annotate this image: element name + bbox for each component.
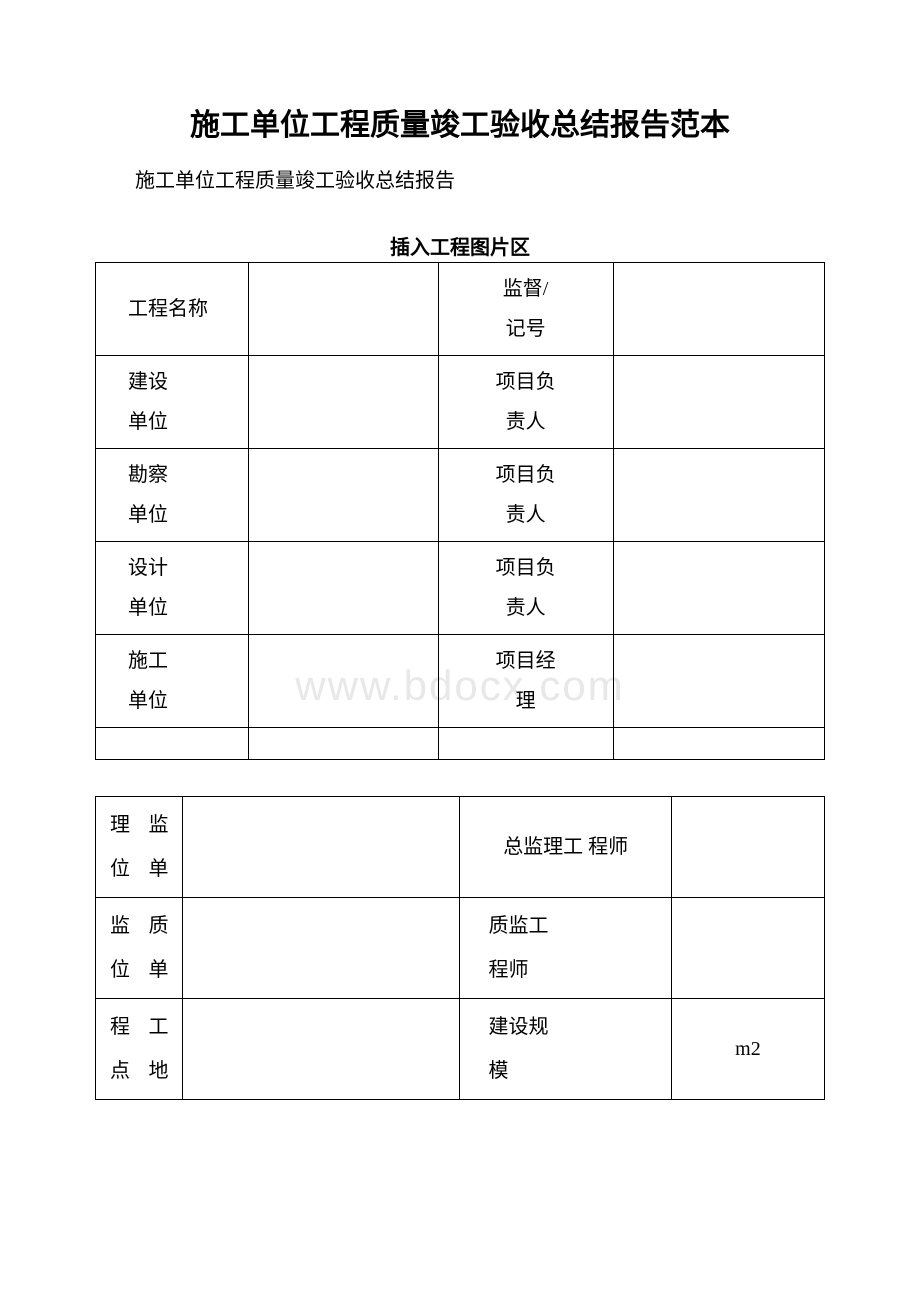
value-cell xyxy=(613,635,824,728)
cell-text: 位 xyxy=(110,847,130,891)
label-cell: 勘察单位 xyxy=(96,449,249,542)
label-cell: 程 工 点 地 xyxy=(96,999,183,1100)
label-cell: 项目负责人 xyxy=(438,356,613,449)
cell-text: 单 xyxy=(148,948,168,992)
label-cell: 监 质 位 单 xyxy=(96,898,183,999)
cell-text: 程 xyxy=(110,1005,130,1049)
empty-cell xyxy=(249,728,439,760)
value-cell xyxy=(249,542,439,635)
table-row: 理 监 位 单 总监理工 程师 xyxy=(96,797,825,898)
label-cell: 质监工程师 xyxy=(460,898,671,999)
empty-cell xyxy=(96,728,249,760)
label-cell: 理 监 位 单 xyxy=(96,797,183,898)
label-cell: 总监理工 程师 xyxy=(460,797,671,898)
label-cell: 施工单位 xyxy=(96,635,249,728)
value-cell xyxy=(183,898,460,999)
table-row: 工程名称 监督/记号 xyxy=(96,263,825,356)
empty-cell xyxy=(438,728,613,760)
cell-text: 点 xyxy=(110,1049,130,1093)
table-row: 勘察单位 项目负责人 xyxy=(96,449,825,542)
value-cell xyxy=(249,356,439,449)
cell-text: 工 xyxy=(148,1005,168,1049)
table-row: 施工单位 项目经理 xyxy=(96,635,825,728)
cell-text: 监 xyxy=(148,803,168,847)
value-cell xyxy=(249,449,439,542)
document-title: 施工单位工程质量竣工验收总结报告范本 xyxy=(95,100,825,144)
value-cell xyxy=(613,263,824,356)
value-cell xyxy=(249,263,439,356)
cell-text: 监 xyxy=(110,904,130,948)
value-cell xyxy=(613,449,824,542)
cell-text: 质 xyxy=(148,904,168,948)
table-row-empty xyxy=(96,728,825,760)
value-cell: m2 xyxy=(671,999,824,1100)
value-cell xyxy=(183,797,460,898)
value-cell xyxy=(183,999,460,1100)
value-cell xyxy=(671,797,824,898)
value-cell xyxy=(613,356,824,449)
value-cell xyxy=(671,898,824,999)
cell-text: 理 xyxy=(110,803,130,847)
label-cell: 设计单位 xyxy=(96,542,249,635)
empty-cell xyxy=(613,728,824,760)
document-subtitle: 施工单位工程质量竣工验收总结报告 xyxy=(95,164,825,193)
image-area-label: 插入工程图片区 xyxy=(95,231,825,260)
label-cell: 建设规模 xyxy=(460,999,671,1100)
project-info-table-2: 理 监 位 单 总监理工 程师 监 质 位 单 质监工程师 xyxy=(95,796,825,1100)
value-cell xyxy=(249,635,439,728)
table-row: 监 质 位 单 质监工程师 xyxy=(96,898,825,999)
table-row: 建设单位 项目负责人 xyxy=(96,356,825,449)
table-row: 设计单位 项目负责人 xyxy=(96,542,825,635)
value-cell xyxy=(613,542,824,635)
cell-text: 位 xyxy=(110,948,130,992)
cell-text: 单 xyxy=(148,847,168,891)
project-info-table-1: 工程名称 监督/记号 建设单位 项目负责人 勘察单位 项目负责人 设计单位 项目… xyxy=(95,262,825,760)
label-cell: 项目经理 xyxy=(438,635,613,728)
label-cell: 建设单位 xyxy=(96,356,249,449)
label-cell: 监督/记号 xyxy=(438,263,613,356)
cell-text: 地 xyxy=(148,1049,168,1093)
label-cell: 项目负责人 xyxy=(438,449,613,542)
label-cell: 工程名称 xyxy=(96,263,249,356)
label-cell: 项目负责人 xyxy=(438,542,613,635)
table-row: 程 工 点 地 建设规模 m2 xyxy=(96,999,825,1100)
